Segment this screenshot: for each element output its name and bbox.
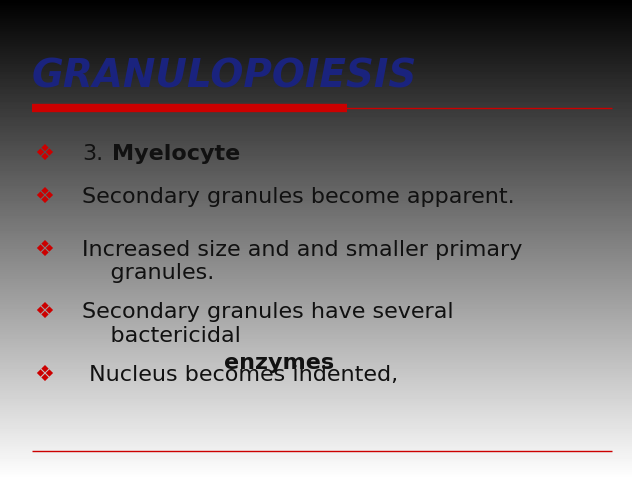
- Text: GRANULOPOIESIS: GRANULOPOIESIS: [31, 58, 417, 96]
- Text: ❖: ❖: [34, 144, 54, 164]
- Text: Nucleus becomes indented,: Nucleus becomes indented,: [82, 365, 398, 385]
- Text: 3.: 3.: [82, 144, 103, 164]
- Text: Secondary granules become apparent.: Secondary granules become apparent.: [82, 187, 515, 207]
- Text: Myelocyte: Myelocyte: [113, 144, 241, 164]
- Text: Secondary granules have several
    bactericidal: Secondary granules have several bacteric…: [82, 302, 454, 346]
- Text: enzymes: enzymes: [224, 353, 334, 373]
- Text: Increased size and and smaller primary
    granules.: Increased size and and smaller primary g…: [82, 240, 522, 283]
- Text: ❖: ❖: [34, 240, 54, 260]
- Text: ❖: ❖: [34, 187, 54, 207]
- Text: ❖: ❖: [34, 365, 54, 385]
- Text: ❖: ❖: [34, 302, 54, 323]
